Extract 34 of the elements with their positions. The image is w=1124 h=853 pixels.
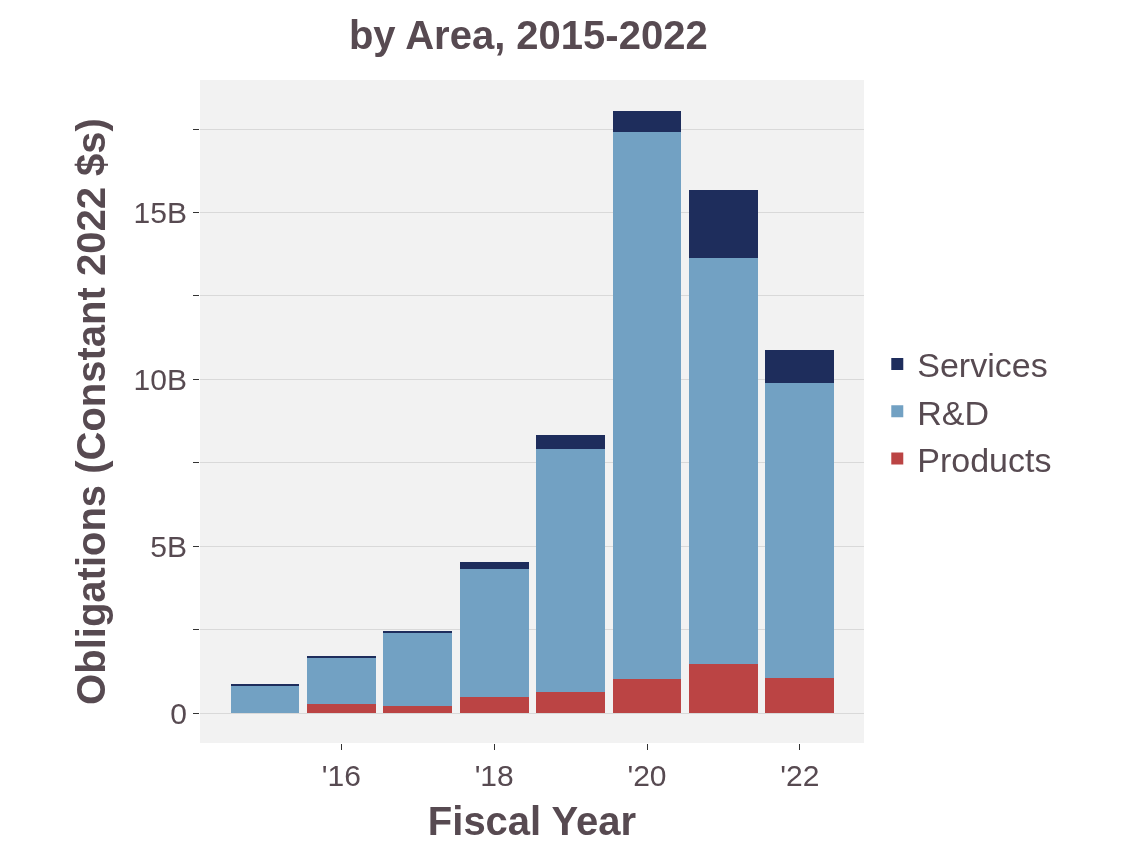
bar (612, 110, 682, 133)
bar (689, 663, 758, 714)
bar (230, 685, 300, 714)
bar (536, 449, 605, 692)
y-tick-label: 0 (170, 696, 187, 730)
x-tick-label: '22 (780, 759, 820, 792)
bar (536, 691, 605, 714)
legend-label: R&D (917, 393, 990, 432)
x-tick-label: '18 (474, 759, 514, 792)
legend-label: Services (917, 346, 1048, 385)
bar (689, 189, 758, 258)
bar (612, 132, 682, 679)
y-axis-title: Obligations (Constant 2022 $s) (69, 118, 114, 705)
bar (459, 561, 529, 570)
x-axis-title: Fiscal Year (427, 798, 637, 843)
bar (689, 257, 758, 664)
y-tick-label: 15B (133, 196, 187, 230)
bar (765, 677, 835, 714)
legend-label: Products (917, 440, 1052, 479)
bar (383, 705, 453, 714)
bar (459, 569, 529, 697)
bar (306, 657, 376, 704)
bar (306, 703, 376, 714)
bar (765, 383, 835, 678)
bar (383, 632, 453, 706)
bar (612, 678, 682, 714)
y-tick-label: 10B (133, 362, 187, 396)
bar (536, 435, 605, 450)
chart-title: by Area, 2015-2022 (348, 13, 708, 58)
x-tick-label: '20 (627, 759, 667, 792)
y-tick-label: 5B (150, 529, 187, 563)
bar (765, 349, 835, 384)
x-tick-label: '16 (321, 759, 361, 792)
bar (459, 696, 529, 714)
